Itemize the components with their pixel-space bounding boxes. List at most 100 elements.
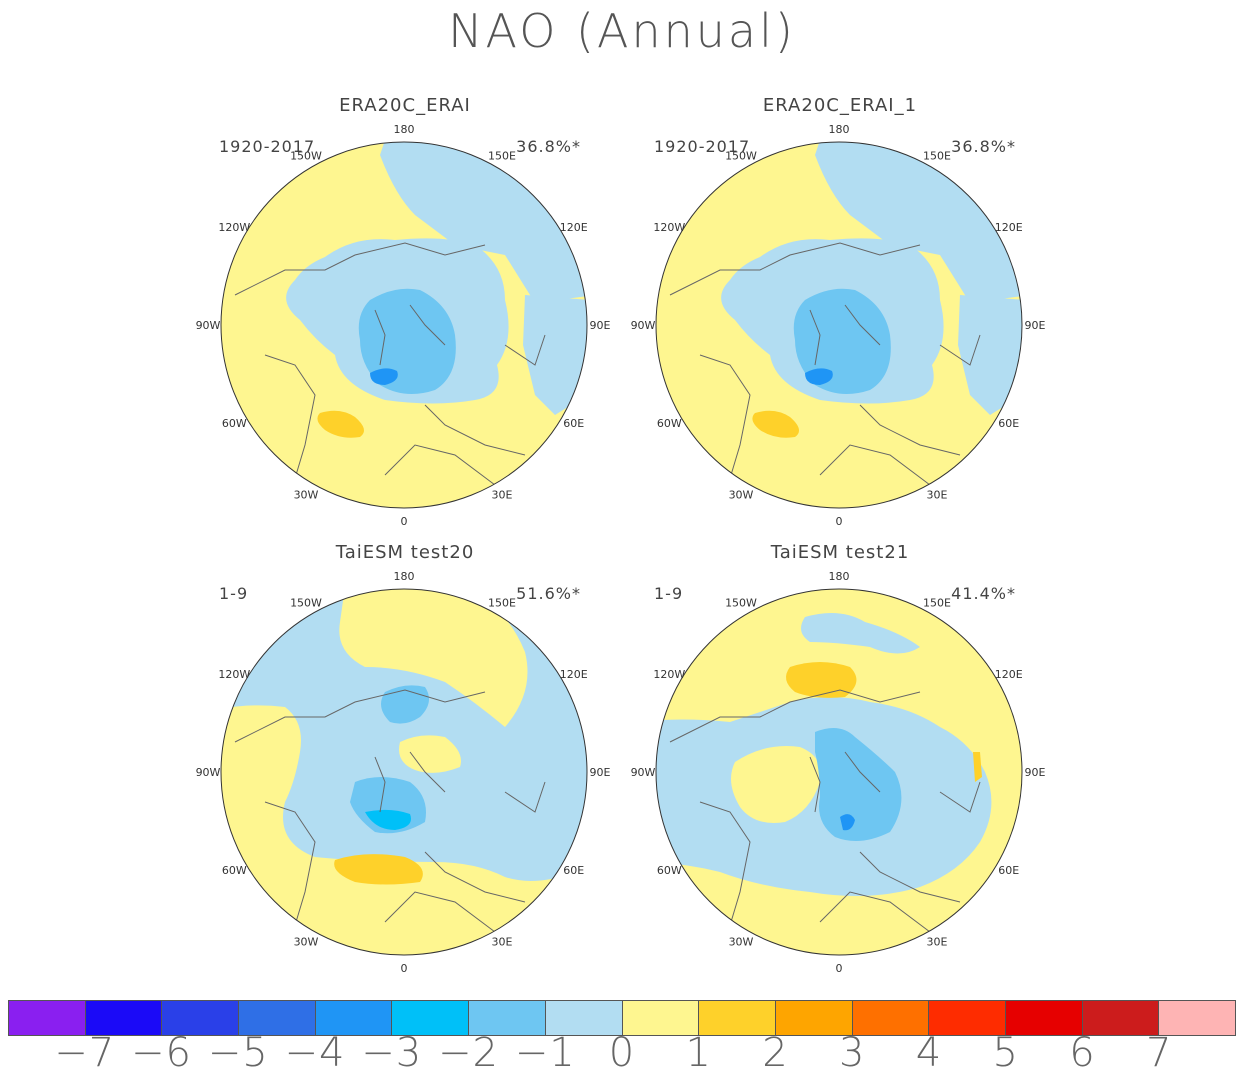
colorbar-swatch — [1005, 1001, 1083, 1035]
longitude-label: 120E — [560, 668, 588, 681]
colorbar-swatch — [929, 1001, 1006, 1035]
longitude-label: 30E — [927, 489, 948, 502]
polar-map: 180 150E 120E 90E 60E 30E 0 30W 60W 90W 120W 150W — [196, 123, 611, 528]
longitude-label: 0 — [836, 515, 843, 528]
colorbar-tick-label: −1 — [514, 1030, 576, 1076]
longitude-label: 60E — [998, 417, 1019, 430]
longitude-label: 150E — [488, 596, 516, 609]
longitude-label: 0 — [401, 962, 408, 975]
colorbar-swatch — [85, 1001, 163, 1035]
longitude-label: 150W — [725, 596, 757, 609]
map-panel-era20c-erai-1: ERA20C_ERAI_1 1920-2017 36.8%* 180 150E 12… — [631, 95, 1046, 535]
longitude-label: 120W — [218, 221, 250, 234]
colorbar-tick-label: 5 — [992, 1030, 1019, 1076]
colorbar-tick-label: −4 — [284, 1030, 346, 1076]
longitude-label: 30W — [729, 936, 754, 949]
longitude-label: 120E — [995, 668, 1023, 681]
colorbar-tick-label: 2 — [762, 1030, 789, 1076]
longitude-label: 120W — [653, 668, 685, 681]
longitude-label: 180 — [829, 570, 850, 583]
colorbar-swatch — [699, 1001, 776, 1035]
longitude-label: 60W — [657, 864, 682, 877]
longitude-label: 90W — [631, 319, 656, 332]
colorbar-swatch — [469, 1001, 546, 1035]
panel-title: ERA20C_ERAI — [339, 95, 471, 116]
longitude-label: 30E — [492, 936, 513, 949]
panel-title: TaiESM test20 — [335, 542, 475, 563]
longitude-label: 30W — [294, 489, 319, 502]
longitude-label: 0 — [401, 515, 408, 528]
figure-title: NAO (Annual) — [448, 4, 796, 58]
colorbar-swatch — [622, 1001, 700, 1035]
colorbar-tick-label: 6 — [1069, 1030, 1096, 1076]
longitude-label: 60W — [222, 417, 247, 430]
longitude-label: 150E — [488, 149, 516, 162]
longitude-label: 0 — [836, 962, 843, 975]
longitude-label: 150W — [725, 149, 757, 162]
colorbar-tick-label: −5 — [207, 1030, 269, 1076]
colorbar-swatch — [1082, 1001, 1160, 1035]
panel-variance: 51.6%* — [516, 584, 581, 603]
longitude-label: 180 — [829, 123, 850, 136]
colorbar-tick-label: 1 — [685, 1030, 712, 1076]
longitude-label: 120W — [218, 668, 250, 681]
colorbar-swatch — [852, 1001, 930, 1035]
colorbar-swatch — [162, 1001, 240, 1035]
longitude-label: 180 — [394, 123, 415, 136]
longitude-label: 120E — [995, 221, 1023, 234]
longitude-label: 90W — [631, 766, 656, 779]
panel-title: ERA20C_ERAI_1 — [762, 95, 918, 116]
colorbar-tick-label: −3 — [361, 1030, 423, 1076]
longitude-label: 60E — [998, 864, 1019, 877]
longitude-label: 150E — [923, 149, 951, 162]
panel-title: TaiESM test21 — [770, 542, 910, 563]
panel-period: 1920-2017 — [219, 137, 316, 156]
colorbar-tick-label: −6 — [131, 1030, 192, 1076]
longitude-label: 30E — [492, 489, 513, 502]
longitude-label: 90E — [1025, 319, 1046, 332]
panel-variance: 41.4%* — [951, 584, 1016, 603]
longitude-label: 30E — [927, 936, 948, 949]
colorbar-tick-label: 7 — [1146, 1030, 1173, 1076]
panel-variance: 36.8%* — [951, 137, 1016, 156]
colorbar-swatch — [392, 1001, 470, 1035]
longitude-label: 30W — [729, 489, 754, 502]
polar-map: 180 150E 120E 90E 60E 30E 0 30W 60W 90W 120W 150W — [631, 123, 1046, 528]
panel-variance: 36.8%* — [516, 137, 581, 156]
longitude-label: 60W — [222, 864, 247, 877]
colorbar-tick-label: −2 — [438, 1030, 499, 1076]
colorbar-tick-label: 3 — [839, 1030, 866, 1076]
colorbar-swatch — [1159, 1001, 1235, 1035]
polar-map: 180 150E 120E 90E 60E 30E 0 30W 60W 90W 120W 150W — [631, 570, 1046, 975]
longitude-label: 150W — [290, 149, 322, 162]
longitude-label: 150E — [923, 596, 951, 609]
polar-map: 180 150E 120E 90E 60E 30E 0 30W 60W 90W 120W 150W — [196, 570, 611, 975]
longitude-label: 90E — [1025, 766, 1046, 779]
colorbar-swatch — [9, 1001, 86, 1035]
longitude-label: 90W — [196, 319, 221, 332]
colorbar — [8, 1000, 1236, 1036]
colorbar-labels: −7 −6 −5 −4 −3 −2 −1 0 1 2 3 4 5 6 7 — [8, 1030, 1236, 1080]
panel-period: 1-9 — [219, 584, 249, 603]
colorbar-tick-label: 4 — [915, 1030, 943, 1076]
longitude-label: 180 — [394, 570, 415, 583]
colorbar-tick-label: 0 — [608, 1030, 636, 1076]
colorbar-swatch — [545, 1001, 623, 1035]
map-panel-taiesm-test21: TaiESM test21 1-9 41.4%* 180 150E 120E 90E 6… — [631, 542, 1046, 982]
longitude-label: 60W — [657, 417, 682, 430]
map-panel-taiesm-test20: TaiESM test20 1-9 51.6%* 180 150E 120E 90E 6… — [196, 542, 611, 982]
panel-period: 1-9 — [654, 584, 684, 603]
longitude-label: 60E — [563, 417, 584, 430]
longitude-label: 60E — [563, 864, 584, 877]
colorbar-swatch — [315, 1001, 393, 1035]
longitude-label: 90E — [590, 766, 611, 779]
colorbar-tick-label: −7 — [54, 1030, 116, 1076]
longitude-label: 90W — [196, 766, 221, 779]
longitude-label: 90E — [590, 319, 611, 332]
colorbar-swatch — [239, 1001, 316, 1035]
longitude-label: 120W — [653, 221, 685, 234]
colorbar-swatch — [775, 1001, 853, 1035]
longitude-label: 30W — [294, 936, 319, 949]
map-panel-era20c-erai: ERA20C_ERAI 1920-2017 36.8%* 180 150E 120E… — [196, 95, 611, 535]
panel-period: 1920-2017 — [654, 137, 751, 156]
